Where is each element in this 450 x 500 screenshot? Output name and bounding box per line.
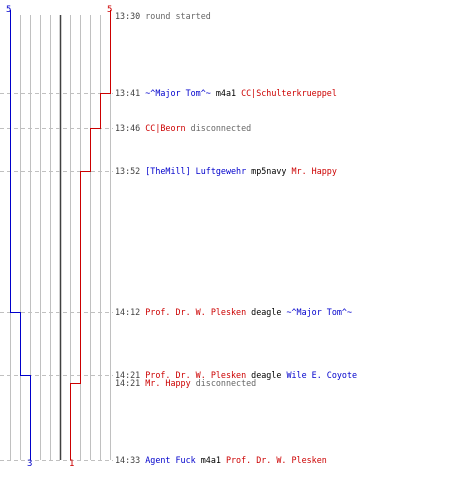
blue-player-name: Agent Fuck [145, 455, 196, 465]
event-time: 13:46 [115, 123, 146, 133]
blue-player-name: ~^Major Tom^~ [145, 88, 211, 98]
event-message: disconnected [190, 378, 257, 388]
event-log-row: 14:21 Mr. Happy disconnected [115, 378, 256, 388]
event-time: 13:52 [115, 166, 146, 176]
event-weapon: deagle [246, 370, 287, 380]
red-player-name: Prof. Dr. W. Plesken [145, 307, 247, 317]
blue-player-name: Wile E. Coyote [286, 370, 358, 380]
red-player-name: Mr. Happy [145, 378, 191, 388]
event-log-row: 13:52 [TheMill] Luftgewehr mp5navy Mr. H… [115, 166, 337, 176]
event-log-row: 14:33 Agent Fuck m4a1 Prof. Dr. W. Plesk… [115, 455, 327, 465]
red-player-name: Prof. Dr. W. Plesken [225, 455, 327, 465]
event-weapon: m4a1 [210, 88, 242, 98]
red-player-name: Prof. Dr. W. Plesken [145, 370, 247, 380]
event-time: 14:12 [115, 307, 146, 317]
event-time: 13:41 [115, 88, 146, 98]
event-weapon: mp5navy [246, 166, 292, 176]
timeline-grid [10, 15, 111, 460]
event-time: 14:21 [115, 370, 146, 380]
event-weapon: deagle [246, 307, 287, 317]
event-message: round started [145, 11, 211, 21]
event-time: 14:33 [115, 455, 146, 465]
event-log-row: 14:12 Prof. Dr. W. Plesken deagle ~^Majo… [115, 307, 352, 317]
red-player-name: CC|Schulterkrueppel [241, 88, 337, 98]
blue-player-name: ~^Major Tom^~ [286, 307, 353, 317]
blue-team-count-line [10, 10, 31, 460]
event-log-row: 13:30 round started [115, 11, 211, 21]
event-time: 13:30 [115, 11, 146, 21]
red-player-name: Mr. Happy [291, 166, 337, 176]
red-team-end-count: 1 [69, 459, 75, 469]
blue-player-name: [TheMill] Luftgewehr [145, 166, 247, 176]
red-team-count-line [70, 10, 111, 460]
event-time: 14:21 [115, 378, 146, 388]
event-log-row: 14:21 Prof. Dr. W. Plesken deagle Wile E… [115, 370, 357, 380]
event-weapon: m4a1 [195, 455, 226, 465]
blue-team-end-count: 3 [27, 459, 33, 469]
red-player-name: CC|Beorn [145, 123, 186, 133]
event-message: disconnected [185, 123, 252, 133]
red-team-start-count: 5 [107, 5, 113, 15]
event-log-row: 13:46 CC|Beorn disconnected [115, 123, 251, 133]
blue-team-start-count: 5 [6, 5, 12, 15]
event-guide-lines [0, 93, 113, 461]
event-log-row: 13:41 ~^Major Tom^~ m4a1 CC|Schulterkrue… [115, 88, 337, 98]
